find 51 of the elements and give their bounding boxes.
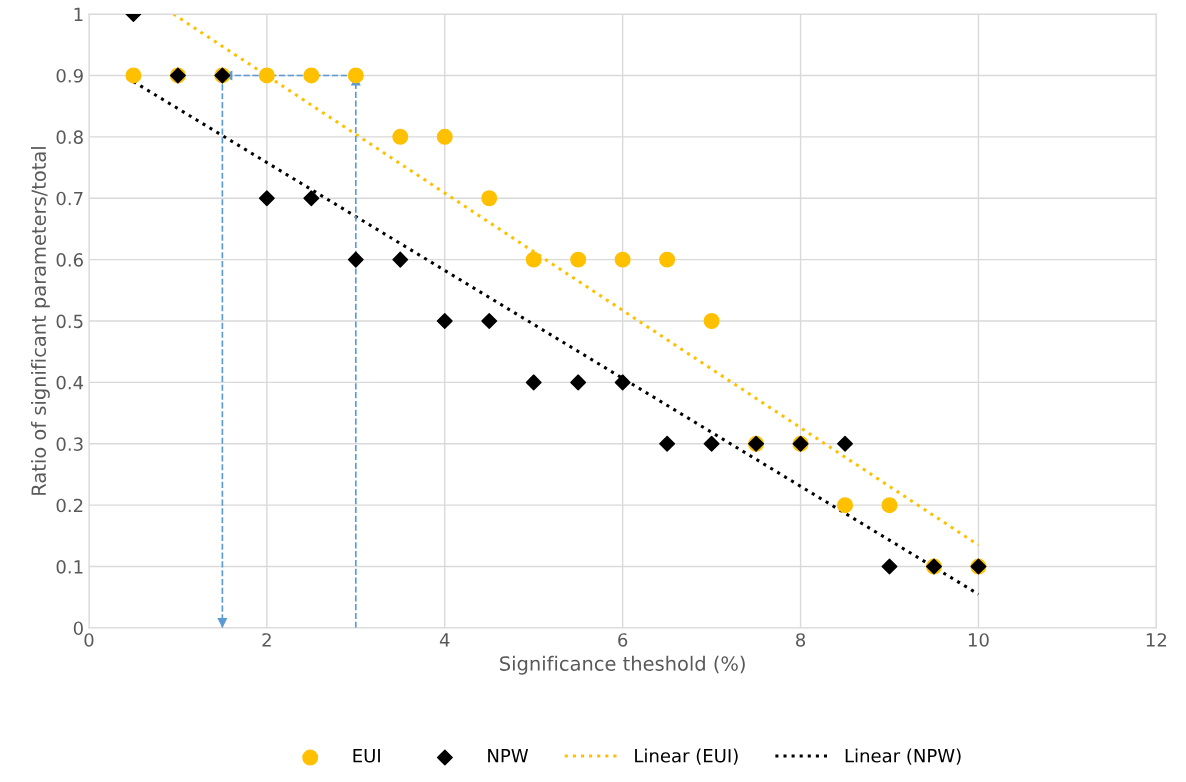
y-tick-label: 0.9	[56, 68, 83, 83]
y-tick-label: 0.5	[56, 314, 83, 329]
point	[659, 251, 676, 268]
y-tick-label: 0	[73, 621, 83, 636]
legend-label: Linear (NPW)	[845, 748, 961, 765]
point	[570, 374, 587, 391]
point	[837, 497, 854, 514]
point	[347, 67, 364, 84]
y-tick-label: 0.6	[56, 253, 83, 267]
x-tick-label: 12	[1146, 633, 1167, 647]
legend-label: NPW	[488, 749, 529, 763]
x-tick-label: 4	[439, 633, 450, 647]
point	[525, 374, 542, 391]
point	[392, 251, 409, 268]
x-tick-label: 10	[968, 633, 989, 647]
point	[436, 313, 453, 329]
point	[303, 190, 320, 207]
point	[392, 128, 409, 145]
point	[659, 435, 676, 452]
point	[614, 374, 631, 391]
point	[570, 251, 587, 268]
y-tick-label: 0.4	[56, 375, 84, 390]
point	[258, 190, 275, 207]
point	[703, 435, 720, 452]
x-axis-title: Significance theshold (%)	[500, 655, 745, 675]
y-tick-label: 0.1	[56, 560, 83, 574]
y-tick-label: 1	[74, 7, 83, 21]
legend-label: EUI	[353, 749, 380, 763]
point	[703, 313, 720, 329]
y-tick-label: 0.3	[56, 437, 83, 451]
y-tick-label: 0.8	[56, 130, 83, 144]
x-tick-label: 2	[262, 633, 271, 647]
x-tick-label: 8	[796, 633, 806, 647]
y-axis-title: Ratio of significant parameters/total	[31, 147, 50, 495]
point	[258, 67, 275, 84]
point	[436, 128, 453, 145]
point	[525, 251, 542, 268]
point	[481, 313, 498, 329]
point	[881, 558, 898, 575]
point	[481, 190, 498, 207]
y-tick-label: 0.2	[56, 498, 83, 513]
x-tick-label: 6	[618, 633, 628, 647]
point	[303, 67, 320, 84]
point	[881, 497, 898, 514]
legend-label: Linear (EUI)	[635, 748, 738, 765]
y-tick-label: 0.7	[56, 191, 83, 206]
point	[837, 435, 854, 452]
x-tick-label: 0	[84, 633, 94, 647]
point	[614, 251, 631, 268]
point	[347, 251, 364, 268]
point	[125, 67, 142, 84]
